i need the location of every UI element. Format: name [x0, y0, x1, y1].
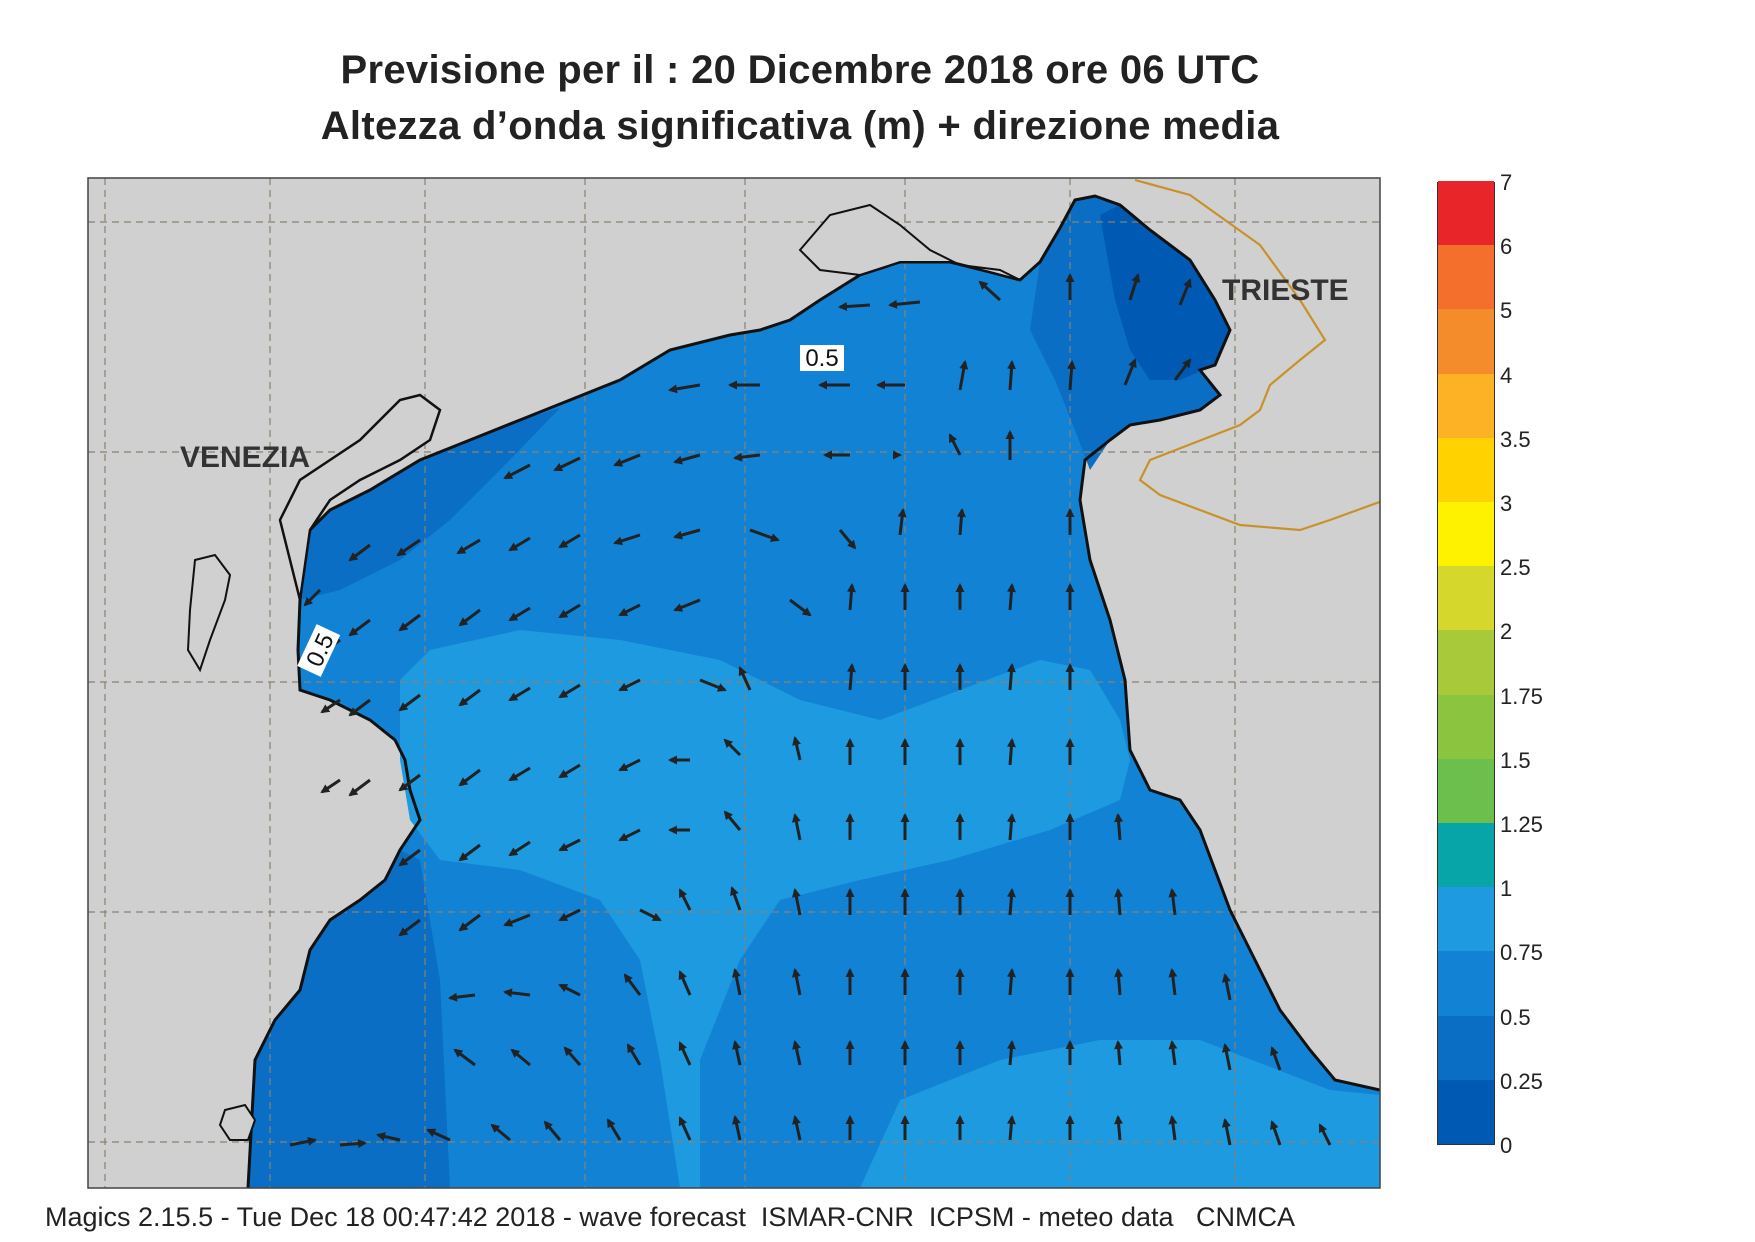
legend-band: [1438, 758, 1494, 823]
legend-level-label: 0.5: [1500, 1004, 1531, 1030]
legend-level-label: 6: [1500, 234, 1513, 260]
lagoon-island: [186, 553, 232, 673]
wave-direction-arrows: [289, 273, 1332, 1149]
place-venezia: VENEZIA: [180, 441, 311, 474]
legend-level-label: 5: [1500, 298, 1513, 324]
legend-level-label: 4: [1500, 362, 1513, 388]
legend-band: [1438, 244, 1494, 310]
legend-band: [1438, 950, 1494, 1016]
sea-zone-darkest: [1100, 205, 1230, 380]
legend-band: [1438, 501, 1494, 567]
legend-band: [1438, 694, 1494, 759]
legend-level-label: 0: [1500, 1133, 1513, 1158]
legend-level-label: 0.75: [1500, 940, 1543, 966]
legend-band: [1438, 437, 1494, 502]
venice-lagoon-outline: [278, 393, 442, 601]
legend-level-label: 2: [1500, 619, 1513, 645]
color-legend: [1437, 180, 1495, 1145]
south-island: [218, 1103, 257, 1141]
footer-credits: Magics 2.15.5 - Tue Dec 18 00:47:42 2018…: [45, 1202, 1296, 1232]
legend-band: [1438, 1015, 1494, 1080]
legend-band: [1438, 565, 1494, 631]
legend-band: [1438, 629, 1494, 695]
legend-band: [1438, 822, 1494, 888]
legend-level-label: 3.5: [1500, 426, 1531, 452]
lagoon-island: [798, 203, 1021, 281]
legend-level-label: 0.25: [1500, 1068, 1543, 1094]
legend-level-label: 3: [1500, 491, 1513, 516]
sea-zone-light-center: [400, 630, 1380, 1188]
legend-level-label: 1.75: [1500, 683, 1543, 709]
border-line: [1134, 178, 1380, 532]
legend-level-label: 1: [1500, 876, 1513, 902]
legend-level-label: 1.25: [1500, 812, 1543, 837]
legend-band: [1438, 180, 1494, 246]
sea-zone-dark-west: [300, 408, 560, 600]
map-frame: [87, 177, 1381, 1189]
contour-label-1: 0.5: [800, 345, 844, 372]
contour-label-text: 0.5: [805, 345, 838, 372]
title-line-2: Altezza d’onda significativa (m) + direz…: [320, 104, 1280, 148]
legend-band: [1438, 886, 1494, 952]
legend-band: [1438, 308, 1494, 374]
legend-band: [1438, 373, 1494, 438]
legend-level-label: 2.5: [1500, 555, 1531, 581]
legend-level-label: 7: [1500, 170, 1513, 195]
legend-level-label: 1.5: [1500, 747, 1531, 773]
place-trieste: TRIESTE: [1222, 274, 1349, 307]
legend-band: [1438, 1079, 1494, 1144]
title-line-1: Previsione per il : 20 Dicembre 2018 ore…: [340, 48, 1260, 92]
